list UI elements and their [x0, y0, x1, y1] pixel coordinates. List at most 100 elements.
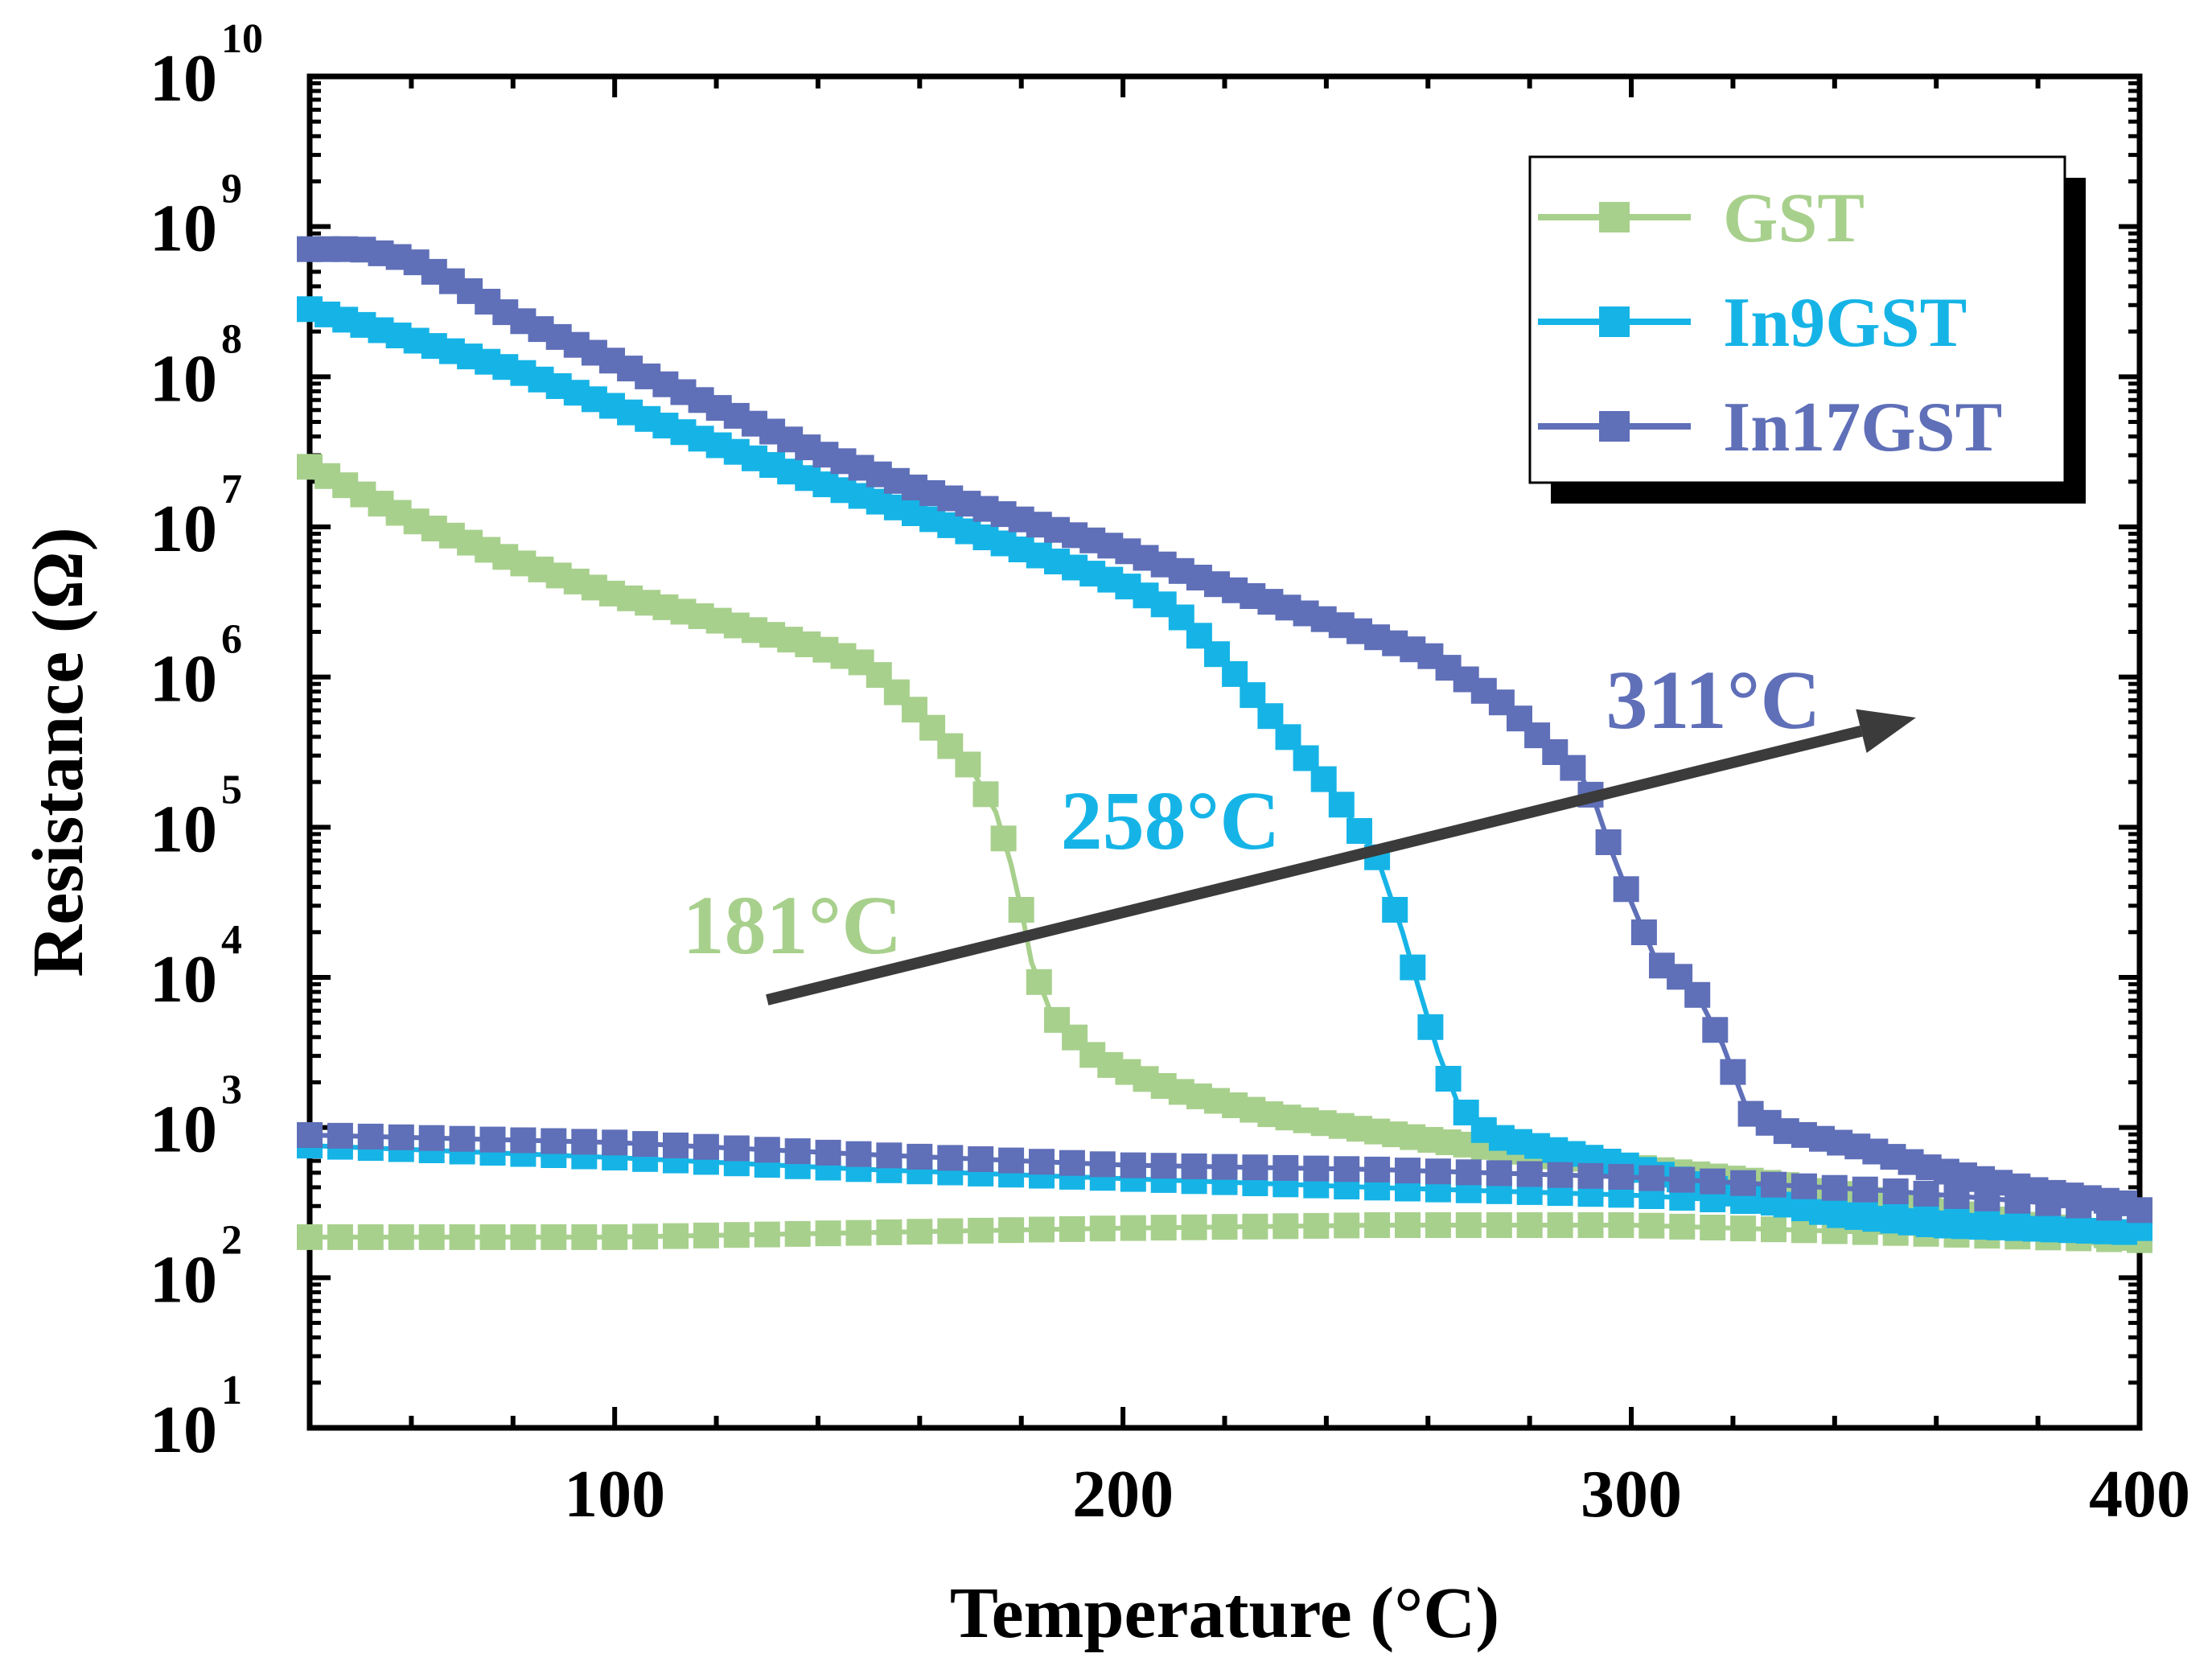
in17gst-cooling-marker [1211, 1154, 1238, 1180]
in17gst-cooling-marker [541, 1128, 567, 1154]
in17gst-cooling-marker [1059, 1150, 1085, 1176]
in17gst-cooling-marker [479, 1126, 506, 1153]
in17gst-heating-marker [1630, 919, 1657, 945]
in17gst-cooling-marker [418, 1125, 445, 1151]
gst-cooling-marker [1059, 1215, 1085, 1242]
gst-cooling-marker [388, 1224, 414, 1250]
y-tick-exponent: 7 [221, 467, 242, 512]
in17gst-cooling-marker [1882, 1178, 1909, 1204]
in17gst-cooling-marker [1608, 1163, 1634, 1190]
in17gst-cooling-marker [1242, 1154, 1268, 1181]
gst-cooling-marker [663, 1223, 689, 1249]
in17gst-cooling-marker [510, 1127, 537, 1154]
y-tick-exponent: 5 [221, 767, 242, 812]
in17gst-cooling-marker [998, 1147, 1025, 1174]
in17gst-cooling-marker [1821, 1174, 1848, 1201]
y-tick-base: 10 [150, 1242, 217, 1317]
y-tick-base: 10 [150, 1092, 217, 1167]
gst-cooling-marker [602, 1224, 628, 1250]
in17gst-cooling-marker [571, 1129, 598, 1155]
gst-cooling-marker [1211, 1214, 1238, 1240]
gst-cooling-marker [723, 1222, 750, 1248]
in17gst-cooling-marker [1120, 1152, 1146, 1178]
gst-cooling-marker [1029, 1216, 1055, 1243]
in17gst-cooling-marker [1547, 1162, 1573, 1188]
trend-arrow-head [1856, 709, 1916, 753]
in17gst-cooling-marker [1669, 1166, 1696, 1193]
x-tick-label: 200 [1072, 1457, 1174, 1532]
y-tick-label: 10 [150, 1392, 217, 1467]
y-tick-base: 10 [150, 41, 217, 116]
gst-cooling-marker [1486, 1212, 1512, 1238]
gst-cooling-marker [968, 1217, 994, 1244]
y-tick-exponent: 9 [221, 167, 242, 212]
y-tick-label: 10 [150, 341, 217, 416]
gst-heating-marker [972, 781, 999, 808]
gst-cooling-marker [1730, 1215, 1757, 1242]
series-layer [297, 236, 2152, 1253]
gst-cooling-marker [1273, 1213, 1299, 1240]
gst-cooling-marker [1547, 1212, 1573, 1238]
y-tick-label: 10 [150, 492, 217, 566]
gst-cooling-marker [541, 1224, 567, 1250]
axis-labels: 100 200 300 4001011021031041051061071081091… [19, 16, 2190, 1653]
gst-cooling-marker [327, 1224, 353, 1250]
gst-cooling-marker [815, 1220, 841, 1247]
annotation-in9gst: 258°C [1061, 775, 1281, 867]
in17gst-cooling-marker [1852, 1176, 1878, 1203]
in17gst-heating-marker [1595, 829, 1622, 855]
gst-cooling-marker [418, 1224, 445, 1250]
in17gst-cooling-marker [1730, 1170, 1757, 1196]
in9gst-heating-marker [1310, 766, 1337, 792]
y-tick-exponent: 6 [221, 617, 242, 663]
gst-cooling-marker [1669, 1213, 1696, 1240]
x-axis-title: Temperature (°C) [950, 1573, 1499, 1653]
in17gst-cooling-marker [663, 1132, 689, 1158]
gst-cooling-marker [479, 1224, 506, 1250]
gst-cooling-marker [1303, 1212, 1330, 1239]
in9gst-heating-marker [1382, 897, 1408, 923]
gst-cooling-marker [1364, 1212, 1391, 1238]
in9gst-heating-marker [1328, 792, 1355, 818]
in9gst-heating-marker [2111, 1219, 2137, 1245]
in9gst-heating-marker [1400, 954, 1426, 981]
y-tick-label: 10 [150, 792, 217, 866]
in17gst-cooling-marker [388, 1124, 414, 1150]
in17gst-cooling-marker [327, 1122, 353, 1149]
y-tick-exponent: 8 [221, 316, 242, 362]
gst-cooling-marker [784, 1220, 811, 1247]
in17gst-cooling-marker [449, 1125, 475, 1152]
y-axis-title: Resistance (Ω) [19, 527, 98, 977]
gst-cooling-marker [1181, 1214, 1207, 1240]
in9gst-heating-marker [1435, 1066, 1462, 1092]
x-tick-label: 300 [1581, 1457, 1682, 1532]
y-tick-label: 10 [150, 942, 217, 1017]
in17gst-heating-marker [1613, 876, 1639, 903]
in17gst-heating-marker [1720, 1059, 1746, 1085]
legend-marker-gst [1599, 202, 1630, 232]
gst-cooling-marker [1608, 1212, 1634, 1238]
gst-cooling-marker [1425, 1212, 1451, 1238]
in17gst-heating-marker [1560, 755, 1586, 781]
in17gst-cooling-marker [1303, 1155, 1330, 1182]
gst-cooling-marker [510, 1224, 537, 1250]
in17gst-cooling-marker [968, 1146, 994, 1172]
y-tick-label: 10 [150, 191, 217, 266]
trend-arrow-shaft [766, 725, 1863, 1006]
y-tick-label: 10 [150, 1092, 217, 1167]
in17gst-cooling-marker [723, 1135, 750, 1162]
gst-cooling-marker [1761, 1216, 1786, 1243]
legend-label-in9gst: In9GST [1723, 284, 1967, 362]
in17gst-cooling-marker [1395, 1158, 1421, 1184]
in17gst-cooling-marker [1791, 1173, 1817, 1199]
gst-cooling-marker [1242, 1213, 1268, 1240]
trend-arrow-layer [766, 709, 1916, 1006]
in17gst-cooling-marker [1761, 1171, 1786, 1198]
gst-cooling-marker [1089, 1215, 1116, 1242]
in17gst-cooling-marker [815, 1139, 841, 1166]
in17gst-heating-marker [1702, 1017, 1729, 1043]
in9gst-heating-marker [1417, 1014, 1444, 1040]
in17gst-cooling-marker [1455, 1159, 1482, 1186]
gst-heating-marker [990, 825, 1017, 852]
